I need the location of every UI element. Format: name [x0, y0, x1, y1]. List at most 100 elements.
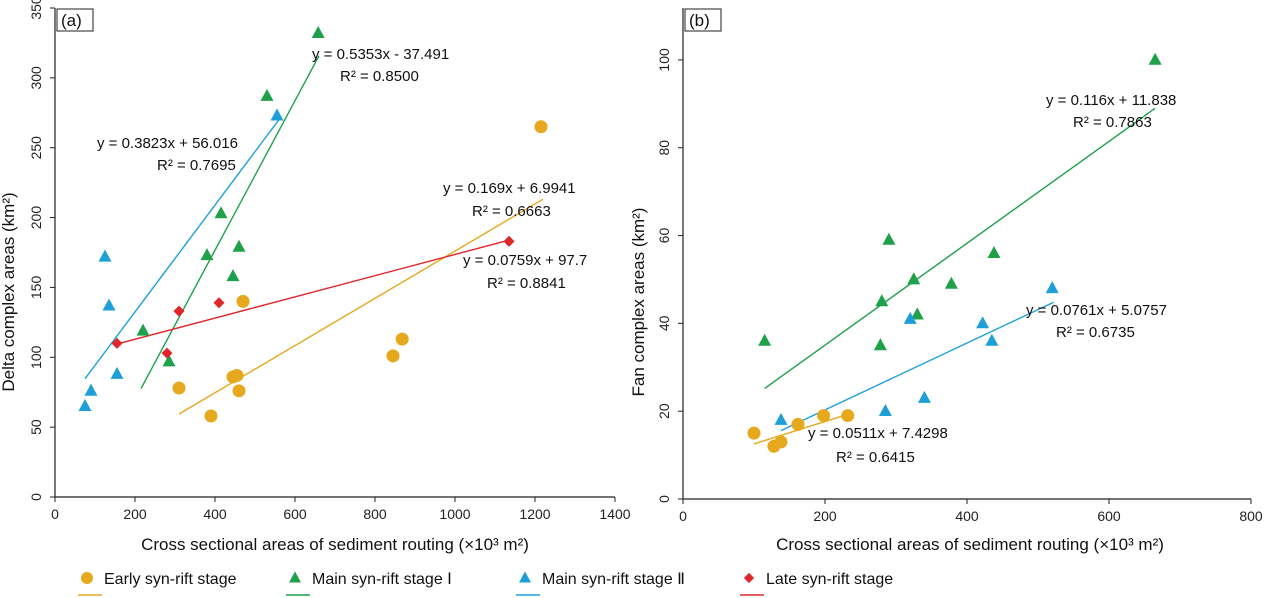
data-point-a-2-5	[270, 108, 284, 121]
data-point-b-1-6	[944, 276, 958, 289]
fit-line-b-1	[764, 107, 1156, 390]
data-point-a-3-3	[213, 297, 225, 309]
legend: Early syn-rift stage Main syn-rift stage …	[78, 571, 893, 596]
fit-lines-b	[753, 107, 1156, 445]
panel-b-label: (b)	[689, 11, 710, 30]
data-point-b-1-5	[910, 307, 924, 320]
r2-early-a: R² = 0.6663	[472, 203, 551, 220]
data-point-a-0-5	[236, 294, 250, 308]
panel-a: (a) Cross sectional areas of sediment ro…	[0, 0, 631, 554]
equation-main2-a: y = 0.3823x + 56.016	[97, 135, 238, 152]
data-point-a-0-0	[172, 381, 186, 395]
y-tick-label: 0	[656, 495, 672, 503]
data-point-a-0-4	[232, 384, 246, 398]
data-point-a-0-1	[204, 409, 218, 423]
r2-early-b: R² = 0.6415	[836, 449, 915, 466]
data-point-a-1-2	[200, 248, 214, 261]
data-point-a-3-2	[173, 305, 185, 317]
x-tick-label: 200	[123, 506, 147, 522]
r2-main2-b: R² = 0.6735	[1056, 324, 1135, 341]
points-b	[747, 52, 1162, 453]
x-tick-label: 600	[283, 506, 307, 522]
equation-main2-b: y = 0.0761x + 5.0757	[1026, 302, 1167, 319]
points-a	[78, 25, 548, 423]
fit-line-a-3	[114, 238, 512, 346]
y-axis-label-a: Delta complex areas (km²)	[0, 192, 18, 391]
r2-late-a: R² = 0.8841	[487, 275, 566, 292]
x-tick-label: 0	[679, 508, 687, 524]
data-point-a-2-4	[110, 366, 124, 379]
ticks-a: 0 200 400 600 800 1000 1200 1400 0 50 100 150 200 250…	[28, 0, 631, 522]
data-point-a-0-6	[386, 349, 400, 363]
x-axis-label-a: Cross sectional areas of sediment routin…	[141, 535, 529, 554]
data-point-b-2-4	[976, 316, 990, 329]
y-tick-label: 250	[28, 136, 44, 160]
y-tick-label: 150	[28, 276, 44, 300]
data-point-a-2-1	[84, 383, 98, 396]
data-point-b-0-4	[817, 409, 831, 423]
x-axis-label-b: Cross sectional areas of sediment routin…	[776, 535, 1164, 554]
equation-early-b: y = 0.0511x + 7.4298	[808, 425, 948, 442]
x-tick-label: 600	[1097, 508, 1121, 524]
data-point-a-1-5	[232, 239, 246, 252]
legend-label-3: Late syn-rift stage	[766, 571, 893, 588]
data-point-b-1-0	[758, 333, 772, 346]
data-point-a-1-4	[226, 269, 240, 282]
x-tick-label: 400	[203, 506, 227, 522]
data-point-b-0-2	[774, 435, 788, 449]
data-point-a-0-7	[395, 332, 409, 346]
y-tick-label: 0	[28, 493, 44, 501]
equation-main1-a: y = 0.5353x - 37.491	[312, 46, 449, 63]
data-point-b-1-3	[882, 232, 896, 245]
data-point-a-2-3	[102, 298, 116, 311]
fit-line-a-2	[84, 119, 280, 380]
data-point-b-2-3	[917, 390, 931, 403]
legend-label-1: Main syn-rift stage Ⅰ	[312, 571, 452, 588]
data-point-b-2-5	[985, 333, 999, 346]
x-tick-label: 1400	[599, 506, 630, 522]
legend-label-0: Early syn-rift stage	[104, 571, 237, 588]
data-point-b-2-1	[878, 404, 892, 417]
y-tick-label: 300	[28, 66, 44, 90]
x-tick-label: 1200	[519, 506, 550, 522]
x-tick-label: 800	[363, 506, 387, 522]
x-tick-label: 400	[955, 508, 979, 524]
fit-lines-a	[84, 55, 544, 415]
x-tick-label: 0	[51, 506, 59, 522]
r2-main1-a: R² = 0.8500	[340, 68, 419, 85]
data-point-a-0-3	[230, 368, 244, 382]
data-point-b-1-7	[987, 245, 1001, 258]
legend-marker-1	[289, 571, 301, 583]
data-point-a-1-7	[311, 25, 325, 39]
r2-main2-a: R² = 0.7695	[157, 157, 236, 174]
x-tick-label: 800	[1239, 508, 1263, 524]
y-axis-label-b: Fan complex areas (km²)	[629, 208, 648, 397]
y-tick-label: 20	[656, 403, 672, 419]
equations-a: y = 0.5353x - 37.491 R² = 0.8500 y = 0.3…	[97, 46, 587, 292]
panel-a-label-box	[56, 8, 94, 32]
panel-b: (b) Cross sectional areas of sediment ro…	[629, 8, 1263, 554]
y-tick-label: 50	[28, 419, 44, 435]
data-point-b-0-0	[747, 426, 761, 440]
data-point-b-0-5	[841, 409, 855, 423]
data-point-a-3-0	[111, 337, 123, 349]
data-point-b-2-2	[903, 311, 917, 324]
y-tick-label: 60	[656, 228, 672, 244]
legend-marker-3	[743, 572, 755, 584]
legend-label-2: Main syn-rift stage Ⅱ	[542, 571, 685, 588]
y-tick-label: 100	[28, 345, 44, 369]
data-point-a-1-1	[162, 354, 176, 367]
fit-line-a-1	[140, 55, 320, 389]
equation-early-a: y = 0.169x + 6.9941	[443, 180, 576, 197]
ticks-b: 0 200 400 600 800 0 20 40 60 80 100	[656, 48, 1263, 524]
data-point-b-2-0	[774, 412, 788, 425]
data-point-a-1-0	[136, 323, 150, 336]
fit-line-b-2	[780, 301, 1054, 432]
data-point-b-2-6	[1045, 281, 1059, 294]
y-tick-label: 200	[28, 206, 44, 230]
data-point-a-1-3	[214, 206, 228, 219]
data-point-b-1-4	[907, 272, 921, 285]
y-tick-label: 80	[656, 140, 672, 156]
panel-b-label-box	[684, 8, 722, 32]
